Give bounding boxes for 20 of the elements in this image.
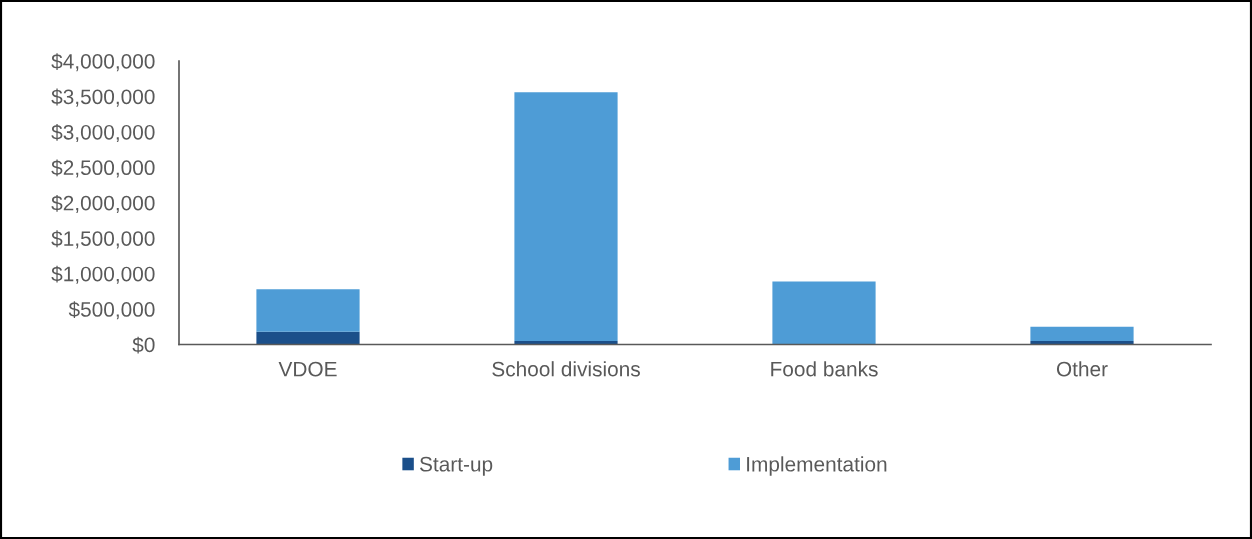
- x-tick-label: VDOE: [278, 361, 337, 377]
- bar: [514, 92, 618, 341]
- legend-label: Implementation: [747, 456, 887, 476]
- y-tick-label: $500,000: [68, 301, 155, 320]
- bar: [1030, 326, 1134, 341]
- bar: [772, 281, 876, 345]
- y-tick-label: $3,000,000: [51, 124, 155, 143]
- y-tick-label: $2,000,000: [51, 194, 155, 213]
- bar: [256, 331, 360, 345]
- y-tick-label: $1,500,000: [51, 230, 155, 249]
- legend-label: Start-up: [419, 456, 493, 476]
- y-tick-label: $0: [132, 336, 155, 354]
- x-tick-label: Other: [1056, 361, 1108, 377]
- y-tick-label: $2,500,000: [51, 159, 155, 178]
- y-tick-label: $3,500,000: [51, 88, 155, 107]
- x-tick-label: School divisions: [492, 361, 640, 377]
- bar: [256, 289, 360, 332]
- x-tick-label: Food banks: [771, 361, 878, 377]
- y-tick-label: $1,000,000: [51, 265, 155, 284]
- y-tick-label: $4,000,000: [51, 53, 155, 72]
